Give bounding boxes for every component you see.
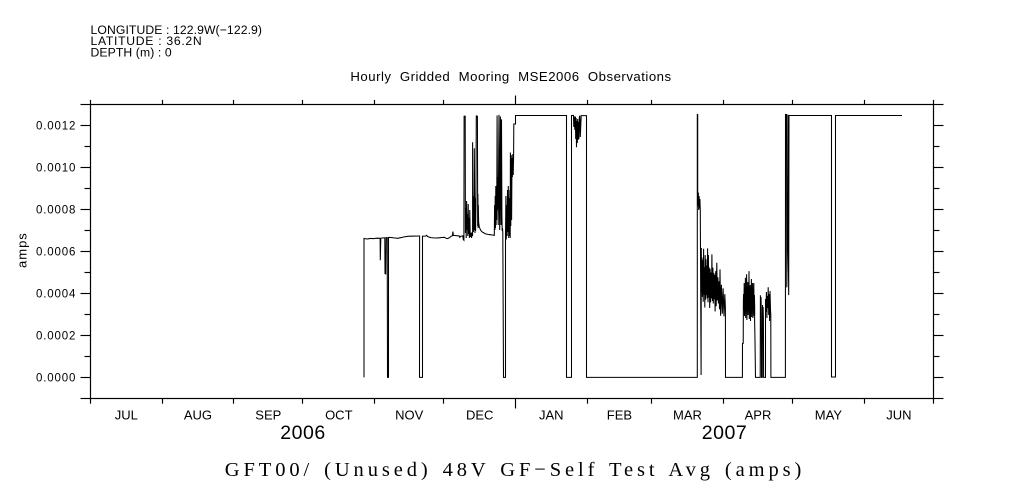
- svg-text:JUN: JUN: [886, 408, 911, 423]
- svg-text:2007: 2007: [702, 422, 747, 444]
- svg-text:AUG: AUG: [184, 408, 212, 423]
- svg-text:JUL: JUL: [115, 408, 138, 423]
- svg-text:0.0006: 0.0006: [36, 247, 76, 259]
- svg-text:LATITUDE : 36.2N: LATITUDE : 36.2N: [91, 34, 203, 48]
- svg-text:DEC: DEC: [466, 408, 493, 423]
- svg-text:0.0008: 0.0008: [36, 205, 76, 217]
- svg-text:GFT00/ (Unused) 48V GF−Self Te: GFT00/ (Unused) 48V GF−Self Test Avg (am…: [225, 459, 805, 481]
- svg-text:0.0000: 0.0000: [36, 373, 76, 385]
- svg-text:Hourly Gridded Mooring MSE2006: Hourly Gridded Mooring MSE2006 Observati…: [350, 69, 671, 84]
- svg-text:LONGITUDE : 122.9W(−122.9): LONGITUDE : 122.9W(−122.9): [91, 23, 263, 37]
- svg-text:MAR: MAR: [673, 408, 702, 423]
- svg-text:0.0010: 0.0010: [36, 163, 76, 175]
- svg-text:MAY: MAY: [815, 408, 843, 423]
- svg-text:2006: 2006: [280, 422, 325, 444]
- svg-text:OCT: OCT: [325, 408, 353, 423]
- svg-text:FEB: FEB: [607, 408, 632, 423]
- svg-text:0.0004: 0.0004: [36, 289, 76, 301]
- svg-text:amps: amps: [14, 232, 29, 268]
- svg-text:0.0012: 0.0012: [36, 121, 76, 133]
- svg-text:0.0002: 0.0002: [36, 331, 76, 343]
- svg-text:DEPTH (m) : 0: DEPTH (m) : 0: [91, 46, 172, 60]
- svg-text:APR: APR: [745, 408, 772, 423]
- svg-text:SEP: SEP: [255, 408, 281, 423]
- svg-text:NOV: NOV: [395, 408, 424, 423]
- svg-text:JAN: JAN: [539, 408, 564, 423]
